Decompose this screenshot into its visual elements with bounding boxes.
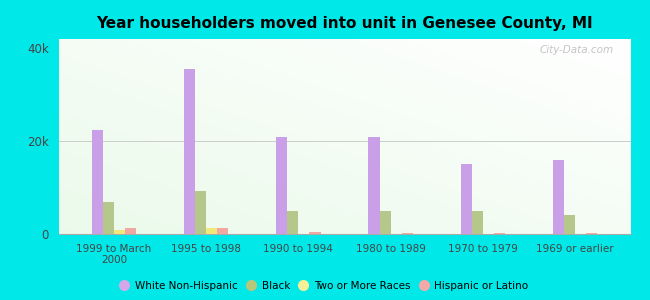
- Legend: White Non-Hispanic, Black, Two or More Races, Hispanic or Latino: White Non-Hispanic, Black, Two or More R…: [117, 276, 533, 295]
- Title: Year householders moved into unit in Genesee County, MI: Year householders moved into unit in Gen…: [96, 16, 593, 31]
- Bar: [103, 202, 114, 234]
- Bar: [553, 160, 564, 234]
- Bar: [217, 228, 228, 234]
- Bar: [195, 191, 206, 234]
- Bar: [402, 232, 413, 234]
- Bar: [287, 211, 298, 234]
- Bar: [309, 232, 320, 234]
- Bar: [114, 230, 125, 234]
- Bar: [184, 69, 195, 234]
- Text: City-Data.com: City-Data.com: [540, 45, 614, 55]
- Bar: [564, 215, 575, 234]
- Bar: [206, 228, 217, 234]
- Bar: [125, 228, 136, 234]
- Bar: [461, 164, 472, 234]
- Bar: [369, 137, 380, 234]
- Bar: [92, 130, 103, 234]
- Bar: [380, 211, 391, 234]
- Bar: [276, 136, 287, 234]
- Bar: [472, 211, 483, 234]
- Bar: [586, 233, 597, 234]
- Bar: [494, 233, 505, 234]
